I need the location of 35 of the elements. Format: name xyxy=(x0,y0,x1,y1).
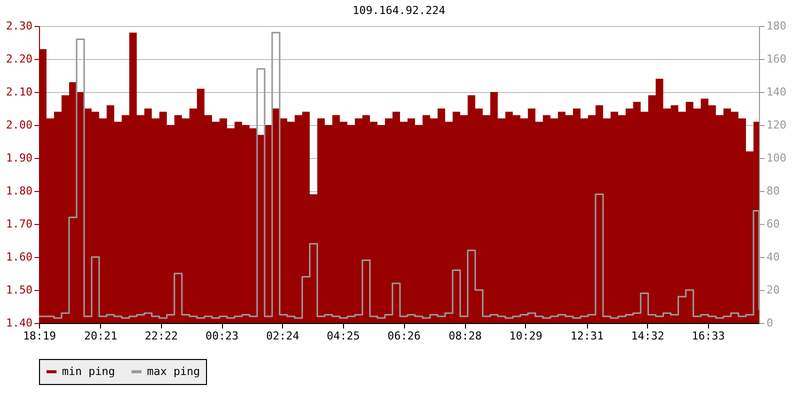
y-tick-label: 1.50 xyxy=(6,284,32,296)
y-tick-label: 2.30 xyxy=(6,20,32,32)
legend-label: max ping xyxy=(147,364,200,378)
x-tick-label: 02:24 xyxy=(266,330,300,342)
x-tick-label: 20:21 xyxy=(84,330,118,342)
x-tick-label: 22:22 xyxy=(144,330,178,342)
y2-tick-label: 140 xyxy=(766,86,786,98)
x-tick-label: 16:33 xyxy=(692,330,725,342)
x-tick-label: 14:32 xyxy=(631,330,664,342)
x-tick-label: 10:29 xyxy=(509,330,542,342)
y-tick-label: 2.10 xyxy=(6,86,32,98)
y-tick-label: 1.90 xyxy=(6,152,32,164)
y-tick-label: 2.20 xyxy=(6,52,32,66)
chart-title: 109.164.92.224 xyxy=(352,4,446,17)
y-tick-label: 1.60 xyxy=(6,250,32,264)
y2-tick-label: 100 xyxy=(766,152,786,164)
y2-tick-label: 60 xyxy=(766,218,780,230)
y2-tick-label: 40 xyxy=(766,250,780,264)
y2-tick-label: 0 xyxy=(766,316,774,330)
y-tick-label: 1.80 xyxy=(6,184,32,198)
y-tick-label: 1.40 xyxy=(6,316,32,330)
y2-tick-label: 80 xyxy=(766,184,780,198)
x-tick-label: 18:19 xyxy=(22,330,56,342)
x-tick-label: 04:25 xyxy=(326,330,360,342)
x-tick-label: 12:31 xyxy=(570,330,604,342)
x-tick-label: 00:23 xyxy=(205,330,239,342)
x-tick-label: 08:28 xyxy=(448,330,482,342)
y-tick-label: 1.70 xyxy=(6,218,32,230)
y2-tick-label: 180 xyxy=(766,20,786,32)
y-tick-label: 2.00 xyxy=(6,118,32,132)
y2-tick-label: 160 xyxy=(766,52,786,66)
legend-label: min ping xyxy=(62,364,115,378)
y2-tick-label: 20 xyxy=(766,284,780,296)
x-tick-label: 06:26 xyxy=(387,330,421,342)
y2-tick-label: 120 xyxy=(766,118,786,132)
